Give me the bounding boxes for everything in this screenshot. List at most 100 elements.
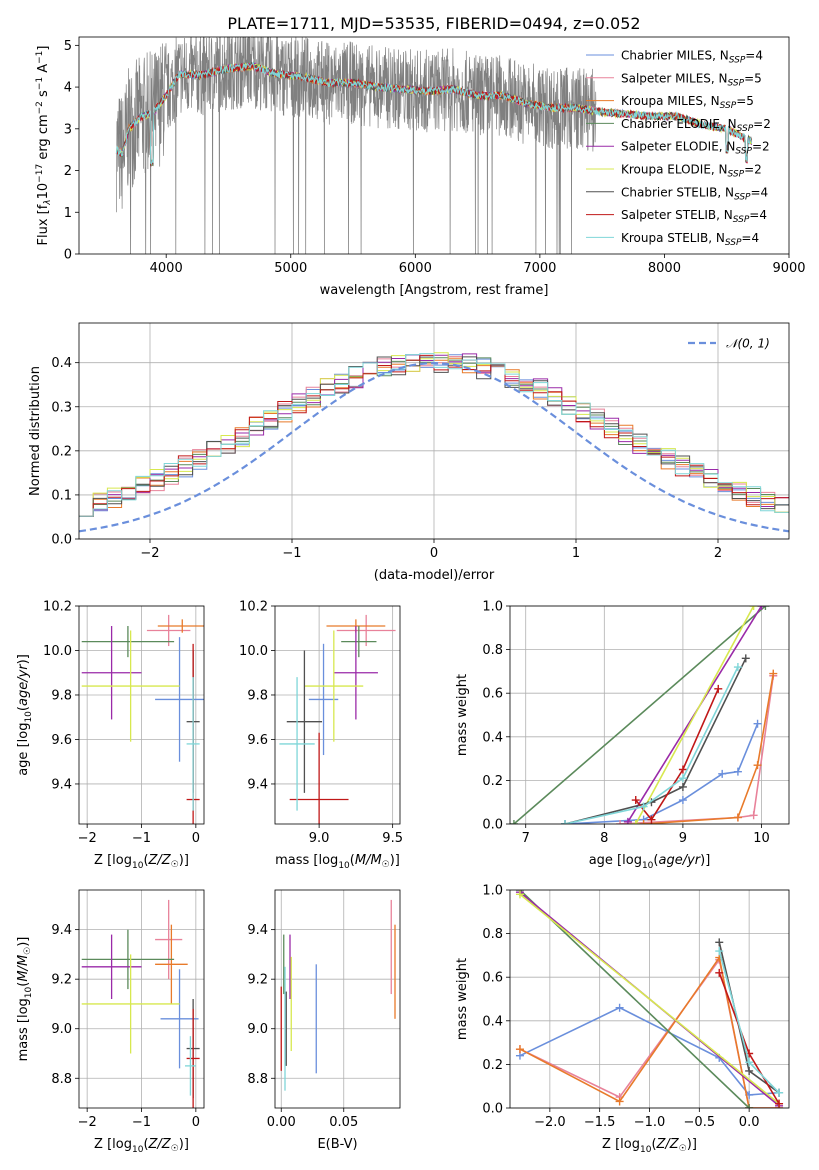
x-tick-label: −2	[78, 1115, 97, 1130]
weight-marker	[623, 817, 632, 824]
y-tick-label: 0.3	[51, 400, 72, 415]
figure-title: PLATE=1711, MJD=53535, FIBERID=0494, z=0…	[227, 14, 640, 33]
y-tick-label: 9.8	[51, 688, 72, 703]
y-label-part: A	[36, 64, 51, 77]
weight-marker	[678, 774, 687, 783]
label-part: )]	[390, 853, 400, 868]
legend-text: Kroupa STELIB, N	[621, 231, 725, 245]
legend-label: Chabrier STELIB, NSSP=4	[621, 185, 768, 202]
legend-value: =4	[741, 231, 759, 245]
x-tick-label: 9.0	[309, 831, 330, 846]
legend-sub: SSP	[728, 78, 745, 88]
label-part: ☉	[171, 1144, 179, 1154]
y-axis-label: mass weight	[455, 958, 470, 1040]
y-axis-label: age [log10(age/yr)]	[16, 654, 34, 776]
weight-marker	[745, 1066, 754, 1075]
weight-line-chabrier-elodie	[519, 890, 750, 1108]
plot-area	[81, 899, 200, 1108]
y-tick-label: 9.8	[247, 688, 268, 703]
y-axis-label: Normed distribution	[28, 366, 43, 496]
weight-marker	[715, 947, 724, 956]
legend-label: Kroupa MILES, NSSP=5	[621, 94, 754, 111]
label-part: Z [log	[94, 1137, 132, 1152]
legend-sub: SSP	[733, 215, 750, 225]
y-label-part: erg cm	[36, 114, 51, 163]
label-part: Z/Z	[148, 853, 172, 868]
weight-marker	[775, 1088, 784, 1097]
weight-line-kroupa-miles	[643, 673, 775, 824]
weight-marker	[769, 669, 778, 678]
label-part: 10	[640, 1145, 652, 1155]
axes-frame	[78, 889, 205, 1109]
y-tick-label: 9.2	[51, 973, 72, 988]
y-tick-label: 0.2	[51, 444, 72, 459]
label-part: Z [log	[94, 853, 132, 868]
weight-marker	[741, 654, 750, 663]
legend-sub: SSP	[737, 124, 754, 134]
label-part: )]	[16, 937, 31, 947]
y-tick-label: 3	[64, 122, 72, 137]
legend-text: Salpeter STELIB, N	[621, 208, 733, 222]
y-tick-label: 10.0	[43, 644, 72, 659]
x-tick-label: 9000	[772, 261, 805, 276]
plot-area	[279, 614, 396, 824]
y-label-part: λ	[43, 199, 53, 205]
label-part: 10	[132, 861, 144, 871]
y-tick-label: 8.8	[247, 1072, 268, 1087]
x-tick-label: −2	[140, 546, 159, 561]
label-part: ☉	[382, 860, 390, 870]
label-part: (	[143, 1137, 148, 1152]
legend-label: Salpeter ELODIE, NSSP=2	[621, 140, 770, 157]
spectrum-data-line	[116, 37, 597, 254]
weight-marker	[561, 820, 570, 824]
label-part: mass [log	[16, 998, 31, 1061]
weight-marker	[639, 802, 648, 811]
y-axis-label: Flux [fλ10−17 erg cm−2 s−1 A−1]	[35, 46, 53, 246]
y-tick-label: 5	[64, 39, 72, 54]
legend-sub: SSP	[725, 238, 742, 248]
legend-label: Salpeter MILES, NSSP=5	[621, 71, 762, 88]
x-tick-label: 7000	[523, 261, 556, 276]
panel-residuals: −2 −1 0 1 2 0.0 0.1 0.2 0.3 0.4 𝒩(0, 1) (data-model…	[28, 322, 790, 583]
x-tick-label: 0.05	[329, 1115, 358, 1130]
x-tick-label: −0.5	[684, 1115, 716, 1130]
label-part: age [log	[589, 853, 642, 868]
y-label-part: −1	[35, 77, 45, 90]
label-part: Z/Z	[656, 1137, 680, 1152]
weight-line-kroupa-elodie	[519, 893, 780, 1105]
y-tick-label: 9.4	[247, 777, 268, 792]
y-tick-label: 1.0	[482, 884, 503, 899]
y-tick-label: 0.1	[51, 488, 72, 503]
x-tick-label: 5000	[274, 261, 307, 276]
axes-frame	[78, 322, 790, 540]
y-tick-label: 8.8	[51, 1072, 72, 1087]
legend-value: =4	[745, 49, 763, 63]
y-tick-label: 9.4	[51, 923, 72, 938]
label-part: 10	[338, 861, 350, 871]
legend-label: Kroupa STELIB, NSSP=4	[621, 231, 759, 248]
x-tick-label: 0	[430, 546, 438, 561]
x-tick-label: 8	[600, 831, 608, 846]
label-part: M/M	[16, 955, 31, 982]
label-part: (	[143, 853, 148, 868]
axes-frame	[274, 605, 401, 825]
y-label-part: ]	[36, 46, 51, 51]
x-tick-label: 6000	[399, 261, 432, 276]
y-tick-label: 0.8	[482, 643, 503, 658]
label-part: )]	[179, 853, 189, 868]
panel-age_vs_mass: 9.0 9.5 9.4 9.6 9.8 10.0 10.2 mass [log10(M/M☉)…	[239, 600, 403, 872]
y-axis-label: mass [log10(M/M☉)]	[16, 937, 34, 1062]
x-tick-label: −1.5	[584, 1115, 616, 1130]
legend-text: Salpeter MILES, N	[621, 71, 728, 85]
weight-marker	[616, 820, 625, 824]
label-part: age/yr	[16, 663, 31, 706]
x-axis-label: Z [log10(Z/Z☉)]	[602, 1137, 697, 1155]
y-tick-label: 10.2	[43, 600, 72, 615]
label-part: )]	[687, 1137, 697, 1152]
y-tick-label: 9.4	[247, 923, 268, 938]
label-part: (	[651, 1137, 656, 1152]
label-part: (	[16, 982, 31, 987]
x-tick-label: 0.00	[267, 1115, 296, 1130]
panel-mass_weight_vs_Z: −2.0 −1.5 −1.0 −0.5 0.0 0.0 0.2 0.4 0.6 0.8 1.0 Z […	[455, 884, 790, 1155]
legend-value: =2	[744, 163, 762, 177]
